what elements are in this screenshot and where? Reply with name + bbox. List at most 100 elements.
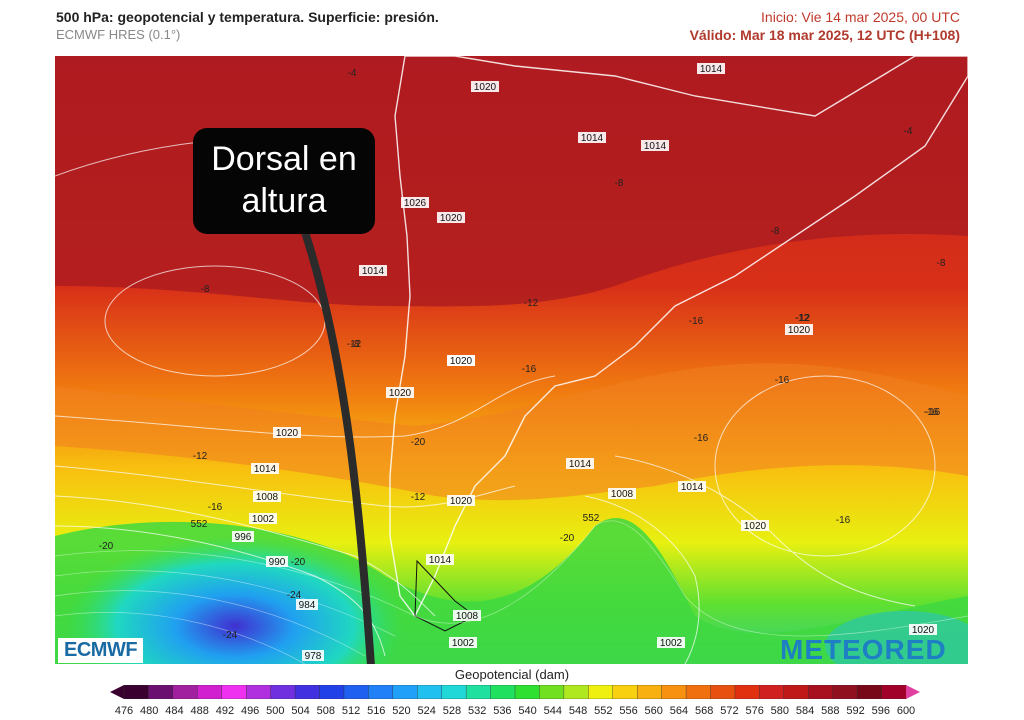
temperature-label: -16 [694, 433, 709, 444]
colorbar-tick: 504 [291, 705, 310, 717]
colorbar-tick: 484 [165, 705, 184, 717]
colorbar-swatch [441, 685, 467, 699]
colorbar-swatch [514, 685, 541, 699]
pressure-label: 1020 [447, 355, 475, 367]
colorbar-tick: 512 [341, 705, 361, 717]
temperature-label: -12 [347, 339, 362, 350]
svg-text:1020: 1020 [450, 496, 473, 507]
colorbar-tick: 592 [846, 705, 865, 717]
svg-text:-20: -20 [99, 541, 114, 552]
colorbar-tick: 588 [821, 705, 840, 717]
pressure-label: 1014 [578, 132, 606, 144]
svg-text:996: 996 [235, 532, 252, 543]
colorbar-tick: 524 [417, 705, 436, 717]
colorbar-swatch [685, 685, 712, 699]
svg-text:-16: -16 [522, 364, 537, 375]
temperature-label: -12 [796, 313, 811, 324]
temperature-label: -20 [560, 533, 575, 544]
colorbar-tick: 500 [266, 705, 285, 717]
pressure-label: 1026 [401, 197, 429, 209]
svg-text:1014: 1014 [700, 64, 723, 75]
callout-line-1: Dorsal en [211, 140, 357, 178]
model-label: ECMWF HRES (0.1°) [56, 27, 181, 42]
low-center [65, 536, 405, 664]
svg-text:1020: 1020 [912, 625, 935, 636]
temperature-label: -16 [775, 375, 790, 386]
svg-text:-20: -20 [291, 557, 306, 568]
svg-text:552: 552 [583, 513, 600, 524]
pressure-label: 996 [232, 531, 254, 543]
colorbar-swatch [197, 685, 223, 699]
pressure-label: 1014 [566, 458, 594, 470]
temperature-label: -4 [904, 126, 913, 137]
svg-text:990: 990 [269, 557, 286, 568]
svg-text:-12: -12 [795, 313, 810, 324]
callout-line-2: altura [241, 182, 327, 220]
colorbar-arrow-right [906, 685, 920, 699]
pressure-label: 990 [266, 556, 288, 568]
colorbar-swatch [661, 685, 687, 699]
temperature-label: -20 [411, 437, 426, 448]
valid-time: Válido: Mar 18 mar 2025, 12 UTC (H+108) [689, 27, 960, 43]
colorbar-tick: 564 [669, 705, 689, 717]
svg-text:1014: 1014 [644, 141, 667, 152]
colorbar-tick: 576 [745, 705, 764, 717]
temperature-label: -8 [201, 284, 210, 295]
temperature-label: -12 [411, 492, 426, 503]
temperature-label: -12 [193, 451, 208, 462]
colorbar-tick: 540 [518, 705, 537, 717]
callout-arrow [301, 228, 375, 664]
colorbar-tick: 480 [140, 705, 159, 717]
geopotential-label: 552 [191, 519, 208, 530]
temperature-label: -16 [208, 502, 223, 513]
svg-text:1020: 1020 [744, 521, 767, 532]
colorbar-swatch [636, 685, 663, 699]
colorbar-tick-labels: 476 480 484 488 492 496 500 504 508 512 516 520 524 5… [0, 705, 1024, 719]
svg-text:-8: -8 [771, 226, 780, 237]
pressure-label: 1020 [909, 624, 937, 636]
pressure-label: 1008 [253, 491, 281, 503]
svg-text:1020: 1020 [276, 428, 299, 439]
pressure-label: 1020 [273, 427, 301, 439]
svg-text:-16: -16 [775, 375, 790, 386]
svg-text:552: 552 [191, 519, 208, 530]
temperature-label: -16 [522, 364, 537, 375]
colorbar-swatch [734, 685, 761, 699]
temperature-label: -4 [348, 68, 357, 79]
colorbar-swatch [808, 685, 834, 699]
svg-text:-12: -12 [193, 451, 208, 462]
svg-text:-12: -12 [796, 313, 811, 324]
pressure-label: 1002 [249, 513, 277, 525]
colorbar-swatch [221, 685, 247, 699]
svg-text:-16: -16 [926, 407, 941, 418]
pressure-label: 1014 [251, 463, 279, 475]
svg-text:1008: 1008 [256, 492, 279, 503]
colorbar-tick: 544 [543, 705, 563, 717]
colorbar-swatch [783, 685, 809, 699]
colorbar-swatch [270, 685, 296, 699]
colorbar-swatch [588, 685, 614, 699]
svg-text:-4: -4 [348, 68, 357, 79]
pressure-label: 1002 [657, 637, 685, 649]
colorbar-tick: 556 [619, 705, 638, 717]
temperature-label: -8 [615, 178, 624, 189]
colorbar-swatch [343, 685, 370, 699]
temperature-label: -8 [771, 226, 780, 237]
svg-text:1020: 1020 [474, 82, 497, 93]
svg-text:-16: -16 [694, 433, 709, 444]
colorbar-arrow-left [110, 685, 124, 699]
pressure-label: 1020 [447, 495, 475, 507]
init-time: Inicio: Vie 14 mar 2025, 00 UTC [761, 9, 960, 25]
colorbar-tick: 528 [442, 705, 462, 717]
svg-text:-20: -20 [411, 437, 426, 448]
colorbar-swatch [172, 685, 199, 699]
geopotential-label: 552 [583, 513, 600, 524]
colorbar-swatch [245, 685, 272, 699]
colorbar-swatch [856, 685, 883, 699]
temperature-label: -24 [287, 590, 302, 601]
svg-text:1026: 1026 [404, 198, 427, 209]
svg-text:-24: -24 [223, 630, 238, 641]
colorbar-swatch [710, 685, 736, 699]
svg-text:-4: -4 [904, 126, 913, 137]
svg-text:1008: 1008 [611, 489, 634, 500]
